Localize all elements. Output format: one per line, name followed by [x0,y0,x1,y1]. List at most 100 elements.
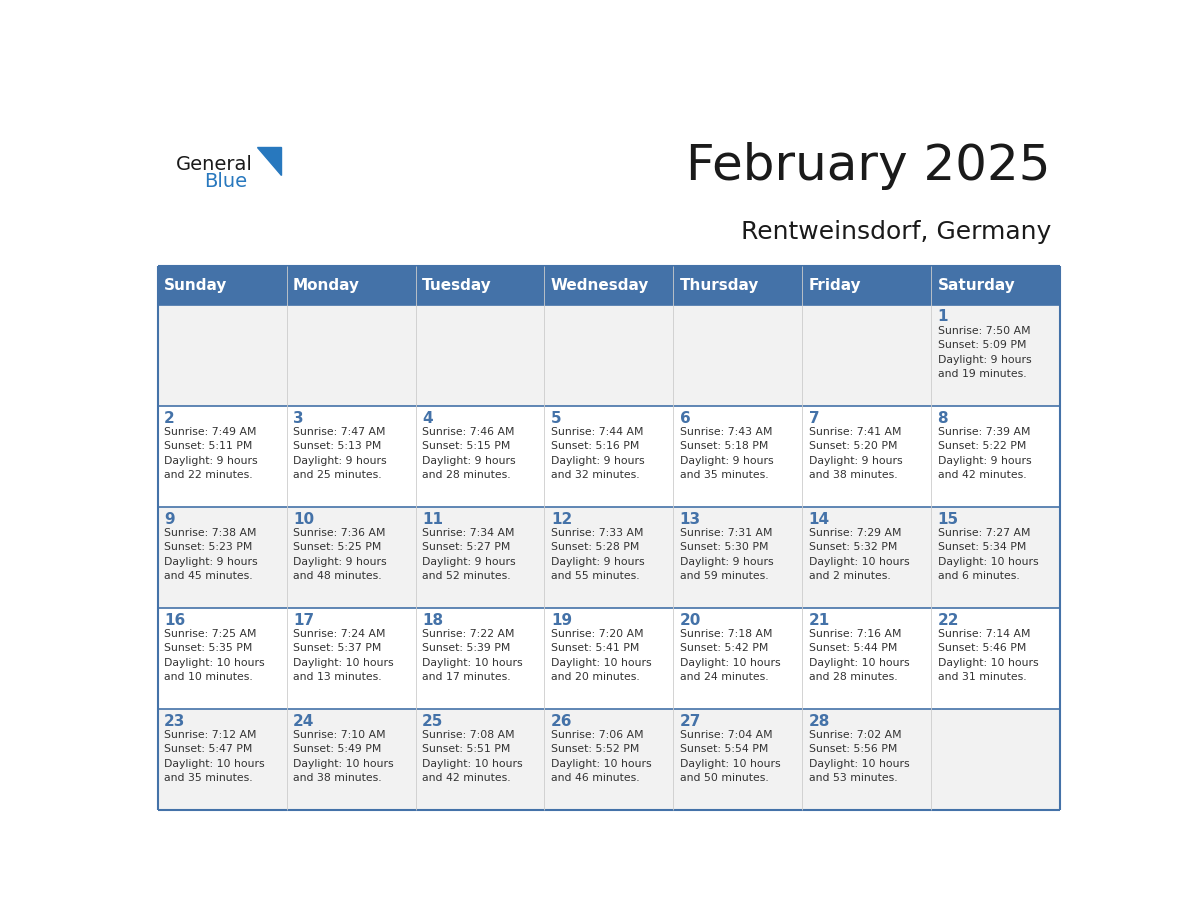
Text: Sunrise: 7:43 AM
Sunset: 5:18 PM
Daylight: 9 hours
and 35 minutes.: Sunrise: 7:43 AM Sunset: 5:18 PM Dayligh… [680,427,773,480]
Text: Rentweinsdorf, Germany: Rentweinsdorf, Germany [740,219,1051,243]
Text: 9: 9 [164,511,175,527]
Text: Monday: Monday [293,277,360,293]
Text: 10: 10 [293,511,314,527]
Text: Friday: Friday [809,277,861,293]
Text: Sunday: Sunday [164,277,228,293]
Bar [544,507,674,608]
Text: Sunrise: 7:16 AM
Sunset: 5:44 PM
Daylight: 10 hours
and 28 minutes.: Sunrise: 7:16 AM Sunset: 5:44 PM Dayligh… [809,629,909,682]
Bar [674,709,802,810]
Text: Sunrise: 7:49 AM
Sunset: 5:11 PM
Daylight: 9 hours
and 22 minutes.: Sunrise: 7:49 AM Sunset: 5:11 PM Dayligh… [164,427,258,480]
Bar [674,265,802,305]
Bar [674,305,802,406]
Text: Sunrise: 7:39 AM
Sunset: 5:22 PM
Daylight: 9 hours
and 42 minutes.: Sunrise: 7:39 AM Sunset: 5:22 PM Dayligh… [937,427,1031,480]
Text: 21: 21 [809,612,830,628]
Text: 7: 7 [809,410,820,426]
Bar [158,406,286,507]
Bar [158,608,286,709]
Text: 25: 25 [422,714,443,729]
Text: Sunrise: 7:18 AM
Sunset: 5:42 PM
Daylight: 10 hours
and 24 minutes.: Sunrise: 7:18 AM Sunset: 5:42 PM Dayligh… [680,629,781,682]
Text: Sunrise: 7:36 AM
Sunset: 5:25 PM
Daylight: 9 hours
and 48 minutes.: Sunrise: 7:36 AM Sunset: 5:25 PM Dayligh… [293,528,386,581]
Text: Sunrise: 7:04 AM
Sunset: 5:54 PM
Daylight: 10 hours
and 50 minutes.: Sunrise: 7:04 AM Sunset: 5:54 PM Dayligh… [680,730,781,783]
Text: 20: 20 [680,612,701,628]
Bar [544,305,674,406]
Text: 22: 22 [937,612,959,628]
Text: 14: 14 [809,511,829,527]
Text: Sunrise: 7:22 AM
Sunset: 5:39 PM
Daylight: 10 hours
and 17 minutes.: Sunrise: 7:22 AM Sunset: 5:39 PM Dayligh… [422,629,523,682]
Text: General: General [176,155,253,174]
Text: Sunrise: 7:50 AM
Sunset: 5:09 PM
Daylight: 9 hours
and 19 minutes.: Sunrise: 7:50 AM Sunset: 5:09 PM Dayligh… [937,326,1031,379]
Text: Sunrise: 7:06 AM
Sunset: 5:52 PM
Daylight: 10 hours
and 46 minutes.: Sunrise: 7:06 AM Sunset: 5:52 PM Dayligh… [551,730,651,783]
Bar [158,507,286,608]
Text: 5: 5 [551,410,562,426]
Text: Sunrise: 7:14 AM
Sunset: 5:46 PM
Daylight: 10 hours
and 31 minutes.: Sunrise: 7:14 AM Sunset: 5:46 PM Dayligh… [937,629,1038,682]
Bar [158,305,286,406]
Bar [802,709,931,810]
Polygon shape [257,147,282,175]
Text: Sunrise: 7:47 AM
Sunset: 5:13 PM
Daylight: 9 hours
and 25 minutes.: Sunrise: 7:47 AM Sunset: 5:13 PM Dayligh… [293,427,386,480]
Bar [286,608,416,709]
Text: Sunrise: 7:20 AM
Sunset: 5:41 PM
Daylight: 10 hours
and 20 minutes.: Sunrise: 7:20 AM Sunset: 5:41 PM Dayligh… [551,629,651,682]
Text: 28: 28 [809,714,830,729]
Text: Sunrise: 7:02 AM
Sunset: 5:56 PM
Daylight: 10 hours
and 53 minutes.: Sunrise: 7:02 AM Sunset: 5:56 PM Dayligh… [809,730,909,783]
Bar [931,507,1060,608]
Bar [674,406,802,507]
Bar [931,709,1060,810]
Bar [931,265,1060,305]
Bar [674,608,802,709]
Text: 3: 3 [293,410,304,426]
Bar [286,265,416,305]
Bar [544,265,674,305]
Text: Saturday: Saturday [937,277,1016,293]
Text: 15: 15 [937,511,959,527]
Text: Sunrise: 7:27 AM
Sunset: 5:34 PM
Daylight: 10 hours
and 6 minutes.: Sunrise: 7:27 AM Sunset: 5:34 PM Dayligh… [937,528,1038,581]
Bar [802,406,931,507]
Bar [416,265,544,305]
Text: Sunrise: 7:44 AM
Sunset: 5:16 PM
Daylight: 9 hours
and 32 minutes.: Sunrise: 7:44 AM Sunset: 5:16 PM Dayligh… [551,427,644,480]
Text: Wednesday: Wednesday [551,277,649,293]
Bar [802,265,931,305]
Text: 24: 24 [293,714,315,729]
Bar [931,608,1060,709]
Text: Sunrise: 7:41 AM
Sunset: 5:20 PM
Daylight: 9 hours
and 38 minutes.: Sunrise: 7:41 AM Sunset: 5:20 PM Dayligh… [809,427,902,480]
Text: 19: 19 [551,612,571,628]
Text: Sunrise: 7:12 AM
Sunset: 5:47 PM
Daylight: 10 hours
and 35 minutes.: Sunrise: 7:12 AM Sunset: 5:47 PM Dayligh… [164,730,265,783]
Bar [158,709,286,810]
Bar [416,709,544,810]
Bar [544,709,674,810]
Text: 4: 4 [422,410,432,426]
Bar [286,305,416,406]
Text: Sunrise: 7:46 AM
Sunset: 5:15 PM
Daylight: 9 hours
and 28 minutes.: Sunrise: 7:46 AM Sunset: 5:15 PM Dayligh… [422,427,516,480]
Text: Thursday: Thursday [680,277,759,293]
Bar [674,507,802,608]
Text: 6: 6 [680,410,690,426]
Bar [802,305,931,406]
Text: Sunrise: 7:24 AM
Sunset: 5:37 PM
Daylight: 10 hours
and 13 minutes.: Sunrise: 7:24 AM Sunset: 5:37 PM Dayligh… [293,629,393,682]
Bar [802,608,931,709]
Text: 13: 13 [680,511,701,527]
Text: 23: 23 [164,714,185,729]
Bar [544,608,674,709]
Bar [286,507,416,608]
Text: 27: 27 [680,714,701,729]
Text: 11: 11 [422,511,443,527]
Text: Sunrise: 7:38 AM
Sunset: 5:23 PM
Daylight: 9 hours
and 45 minutes.: Sunrise: 7:38 AM Sunset: 5:23 PM Dayligh… [164,528,258,581]
Bar [416,507,544,608]
Bar [544,406,674,507]
Text: 8: 8 [937,410,948,426]
Text: Sunrise: 7:08 AM
Sunset: 5:51 PM
Daylight: 10 hours
and 42 minutes.: Sunrise: 7:08 AM Sunset: 5:51 PM Dayligh… [422,730,523,783]
Bar [286,709,416,810]
Bar [286,406,416,507]
Text: 26: 26 [551,714,573,729]
Text: 16: 16 [164,612,185,628]
Text: Sunrise: 7:29 AM
Sunset: 5:32 PM
Daylight: 10 hours
and 2 minutes.: Sunrise: 7:29 AM Sunset: 5:32 PM Dayligh… [809,528,909,581]
Text: 1: 1 [937,309,948,324]
Text: Sunrise: 7:10 AM
Sunset: 5:49 PM
Daylight: 10 hours
and 38 minutes.: Sunrise: 7:10 AM Sunset: 5:49 PM Dayligh… [293,730,393,783]
Bar [802,507,931,608]
Text: Blue: Blue [204,173,247,192]
Bar [416,608,544,709]
Bar [158,265,286,305]
Text: 2: 2 [164,410,175,426]
Text: February 2025: February 2025 [687,142,1051,190]
Bar [931,406,1060,507]
Bar [416,406,544,507]
